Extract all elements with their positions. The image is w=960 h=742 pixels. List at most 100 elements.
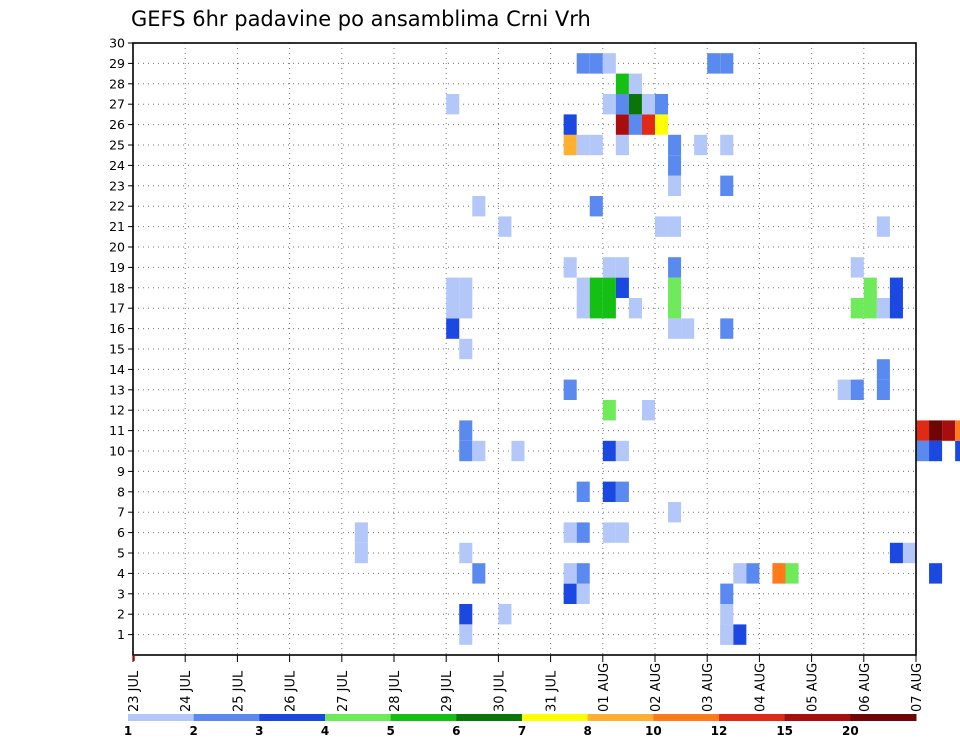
- data-cell: [929, 420, 943, 441]
- colorbar-swatch: [456, 714, 523, 721]
- data-cell: [446, 277, 460, 298]
- data-cell: [863, 277, 877, 298]
- data-cell: [589, 196, 603, 217]
- data-cell: [563, 583, 577, 604]
- data-cell: [681, 318, 695, 339]
- colorbar-label: 2: [189, 724, 197, 738]
- colorbar-label: 20: [842, 724, 859, 738]
- data-cell: [850, 257, 864, 278]
- data-cell: [655, 216, 669, 237]
- data-cell: [615, 440, 629, 462]
- data-cell: [668, 277, 682, 298]
- colorbar-label: 5: [386, 724, 394, 738]
- data-cell: [563, 134, 577, 156]
- y-tick-label: 7: [117, 505, 125, 520]
- data-cell: [459, 298, 473, 319]
- y-tick-label: 9: [117, 464, 125, 479]
- y-tick-label: 20: [109, 240, 125, 255]
- data-cell: [615, 257, 629, 278]
- data-cell: [459, 277, 473, 298]
- x-tick-label: 01 AUG: [597, 663, 612, 712]
- data-cell: [668, 318, 682, 339]
- x-tick-label: 30 JUL: [492, 670, 507, 712]
- y-tick-label: 18: [109, 280, 125, 295]
- x-tick-label: 23 JUL: [127, 670, 142, 712]
- data-cell: [694, 134, 708, 156]
- colorbar: 1 2 3 4 5 6 7 8 10 12 15 20: [124, 714, 917, 738]
- chart-title: GEFS 6hr padavine po ansamblima Crni Vrh: [131, 7, 591, 31]
- x-tick-label: 29 JUL: [440, 670, 455, 712]
- data-cell: [655, 94, 669, 115]
- data-cell: [459, 624, 473, 645]
- y-tick-label: 21: [109, 219, 125, 234]
- data-cell: [641, 400, 655, 421]
- x-tick-label: 07 AUG: [910, 663, 925, 712]
- y-tick-label: 1: [117, 627, 125, 642]
- data-cell: [628, 73, 642, 94]
- colorbar-label: 4: [321, 724, 329, 738]
- y-tick-label: 24: [109, 158, 125, 173]
- data-cell: [733, 563, 747, 584]
- data-cell: [628, 94, 642, 115]
- x-tick-label: 27 JUL: [336, 670, 351, 712]
- y-tick-label: 2: [117, 607, 125, 622]
- data-cell: [472, 196, 486, 217]
- colorbar-swatch: [259, 714, 326, 721]
- y-tick-label: 6: [117, 525, 125, 540]
- data-cell: [615, 134, 629, 156]
- colorbar-label: 10: [645, 724, 662, 738]
- data-cell: [876, 298, 890, 319]
- data-cell: [850, 379, 864, 400]
- data-cell: [563, 522, 577, 543]
- colorbar-label: 3: [255, 724, 263, 738]
- data-cell: [668, 216, 682, 237]
- data-cell: [354, 522, 368, 543]
- colorbar-swatch: [193, 714, 260, 721]
- data-cell: [563, 563, 577, 584]
- data-cell: [746, 563, 760, 584]
- data-cell: [850, 298, 864, 319]
- data-cell: [576, 277, 590, 298]
- data-cell: [576, 583, 590, 604]
- colorbar-swatch: [325, 714, 392, 721]
- data-cell: [459, 338, 473, 360]
- data-cell: [589, 298, 603, 319]
- data-cell: [576, 481, 590, 502]
- y-axis: 1234567891011121314151617181920212223242…: [109, 36, 133, 642]
- y-tick-label: 15: [109, 342, 125, 357]
- data-cell: [459, 542, 473, 564]
- colorbar-swatch: [719, 714, 786, 721]
- data-cell: [602, 53, 616, 74]
- colorbar-swatch: [653, 714, 720, 721]
- data-cell: [733, 624, 747, 645]
- data-cell: [785, 563, 799, 584]
- data-cell: [602, 400, 616, 421]
- x-tick-label: 26 JUL: [284, 670, 299, 712]
- data-cell: [563, 257, 577, 278]
- colorbar-swatch: [784, 714, 851, 721]
- data-cell: [720, 583, 734, 604]
- x-tick-label: 02 AUG: [649, 663, 664, 712]
- data-cell: [929, 440, 943, 462]
- y-tick-label: 29: [109, 56, 125, 71]
- y-tick-label: 3: [117, 586, 125, 601]
- grid-lines: [133, 42, 916, 655]
- y-tick-label: 26: [109, 117, 125, 132]
- data-cell: [472, 440, 486, 462]
- y-tick-label: 30: [109, 36, 125, 51]
- data-cell: [942, 420, 956, 441]
- colorbar-label: 7: [518, 724, 526, 738]
- data-cell: [641, 94, 655, 115]
- data-cell: [837, 379, 851, 400]
- y-tick-label: 5: [117, 546, 125, 561]
- data-cell: [668, 134, 682, 156]
- data-cell: [668, 298, 682, 319]
- data-cell: [576, 134, 590, 156]
- data-cell: [628, 114, 642, 135]
- data-cell: [720, 134, 734, 156]
- y-tick-label: 11: [109, 423, 125, 438]
- y-tick-label: 4: [117, 566, 125, 581]
- data-cell: [576, 298, 590, 319]
- colorbar-swatch: [587, 714, 654, 721]
- data-cell: [955, 420, 960, 441]
